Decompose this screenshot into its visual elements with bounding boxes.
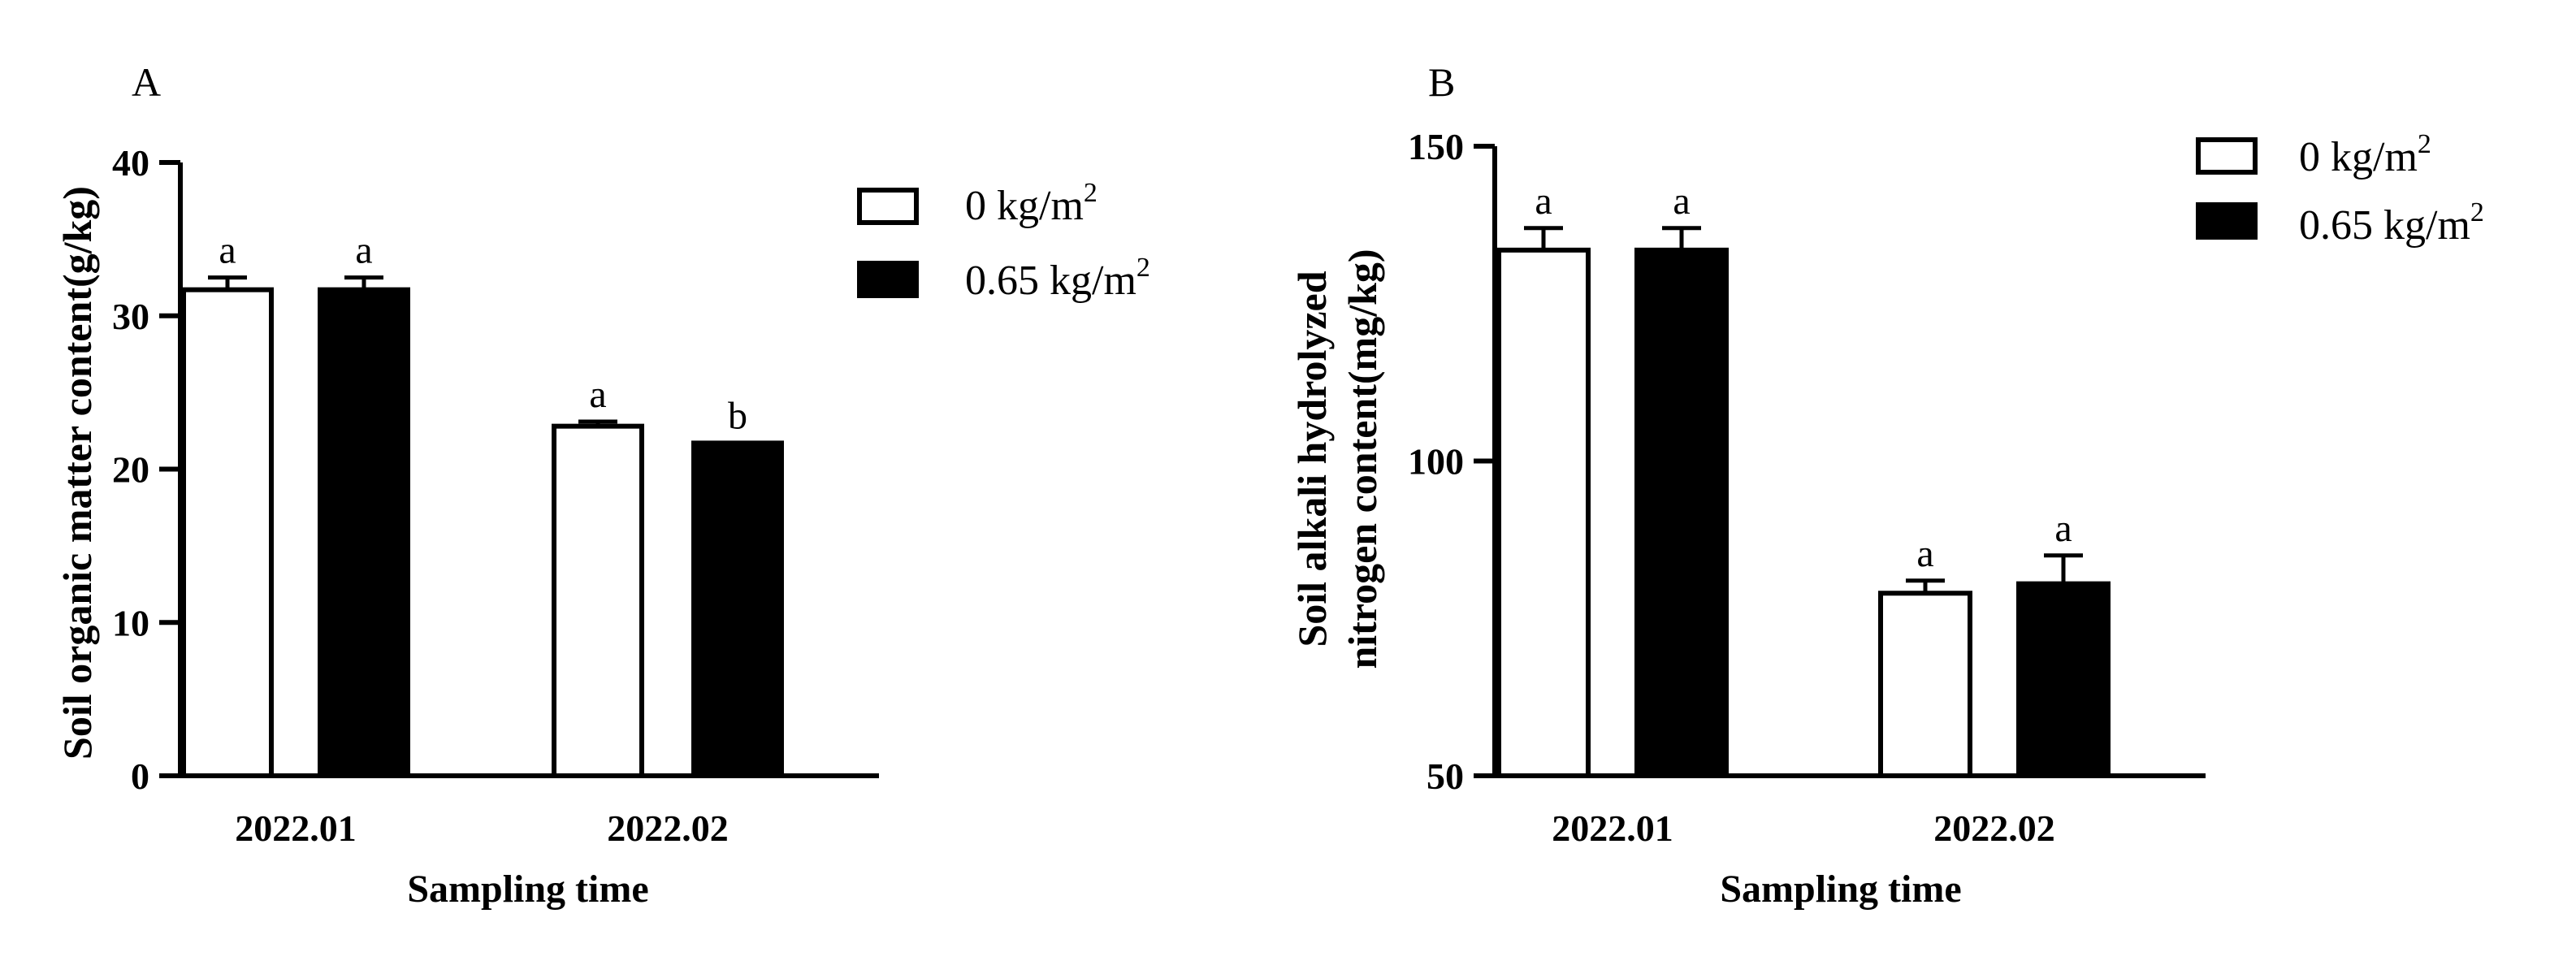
panel-b-ylabel-line-2: nitrogen content(mg/kg) xyxy=(1340,249,1385,669)
bar xyxy=(2016,581,2111,778)
significance-letter: a xyxy=(2054,507,2072,550)
panel-a-xlabel: Sampling time xyxy=(407,868,648,911)
panel-b-letter: B xyxy=(1428,59,1455,105)
panel-a-letter: A xyxy=(132,59,161,105)
y-tick-label: 0 xyxy=(131,755,149,797)
bar xyxy=(318,287,410,779)
panel-a-legend: 0 kg/m2 0.65 kg/m2 xyxy=(857,178,1150,304)
bar xyxy=(1878,591,1972,778)
panel-b-ylabel: Soil alkali hydrolyzed nitrogen content(… xyxy=(1289,249,1385,669)
panel-b-plot: 50 100 150 a a 2022.01 a a 2022.02 xyxy=(1408,126,2206,849)
bar xyxy=(181,287,274,779)
significance-letter: a xyxy=(589,373,606,416)
significance-letter: a xyxy=(1673,180,1690,223)
panel-a-plot: 0 10 20 30 40 a a 2022.01 a b 2022.02 xyxy=(112,142,879,849)
significance-letter: a xyxy=(355,229,372,272)
legend-a-label-0: 0 kg/m2 xyxy=(965,178,1098,229)
legend-b-label-0: 0 kg/m2 xyxy=(2299,129,2431,180)
panel-b-ylabel-line-1: Soil alkali hydrolyzed xyxy=(1289,271,1335,647)
x-tick-label: 2022.01 xyxy=(1552,807,1673,849)
y-tick-label: 30 xyxy=(112,296,149,337)
panel-a-ylabel: Soil organic matter content(g/kg) xyxy=(54,186,100,760)
y-tick-label: 50 xyxy=(1427,755,1464,797)
legend-a-swatch-1 xyxy=(857,261,919,298)
legend-b-swatch-1 xyxy=(2196,202,2258,240)
bar xyxy=(691,440,784,778)
y-tick-label: 10 xyxy=(112,602,149,643)
legend-a-label-1: 0.65 kg/m2 xyxy=(965,253,1150,304)
y-tick-label: 150 xyxy=(1408,126,1464,167)
panel-b-xlabel: Sampling time xyxy=(1720,868,1961,911)
bar xyxy=(552,423,644,779)
x-tick-label: 2022.02 xyxy=(607,807,729,849)
significance-letter: b xyxy=(728,394,747,437)
x-tick-label: 2022.01 xyxy=(235,807,357,849)
bar xyxy=(1496,247,1591,778)
significance-letter: a xyxy=(1535,180,1552,223)
bar xyxy=(1634,247,1729,778)
x-tick-label: 2022.02 xyxy=(1933,807,2055,849)
significance-letter: a xyxy=(219,229,236,272)
panel-b: B Soil alkali hydrolyzed nitrogen conten… xyxy=(1289,59,2484,911)
y-tick-label: 40 xyxy=(112,142,149,184)
panel-a-ylabel-text: Soil organic matter content(g/kg) xyxy=(54,186,100,760)
legend-b-swatch-0 xyxy=(2196,137,2258,175)
legend-b-label-1: 0.65 kg/m2 xyxy=(2299,197,2484,249)
y-tick-label: 20 xyxy=(112,449,149,491)
legend-a-swatch-0 xyxy=(857,188,919,225)
panel-a: A Soil organic matter content(g/kg) Samp… xyxy=(54,59,1150,911)
significance-letter: a xyxy=(1916,532,1933,575)
panel-b-legend: 0 kg/m2 0.65 kg/m2 xyxy=(2196,129,2484,249)
y-tick-label: 100 xyxy=(1408,441,1464,483)
